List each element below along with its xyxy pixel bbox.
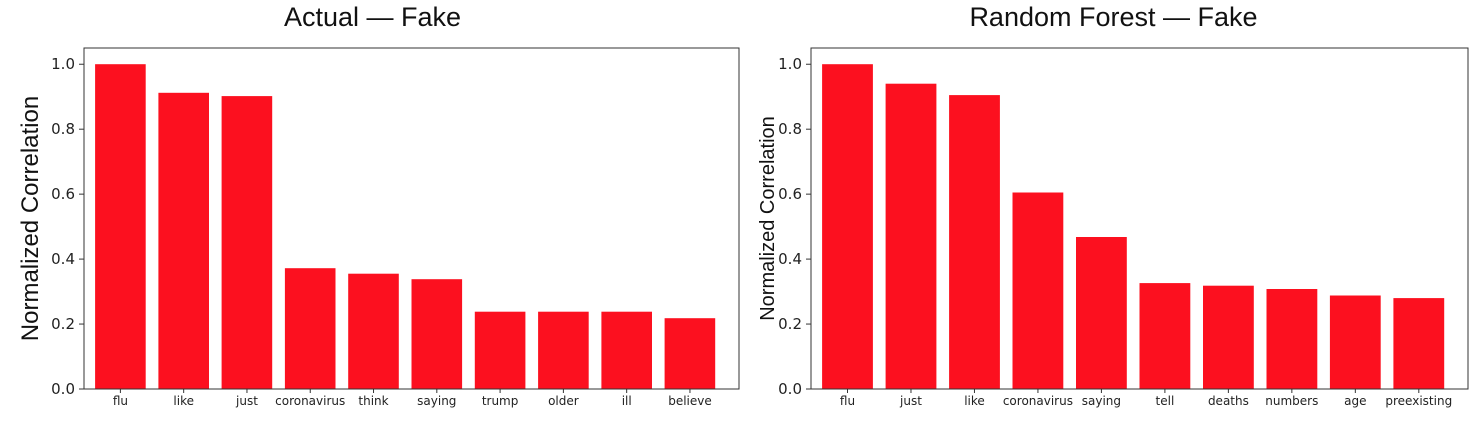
chart-panel-actual: Actual — Fake 0.0 0.2 0.4 0.6 0.8 1.0 flu like j… xyxy=(17,2,740,408)
x-tick-label: tell xyxy=(1156,394,1175,408)
y-tick-label: 1.0 xyxy=(51,55,75,73)
axes-frame xyxy=(83,47,740,390)
bar xyxy=(538,311,589,389)
x-tick-label: older xyxy=(548,394,579,408)
bar xyxy=(348,273,399,389)
x-tick-label: deaths xyxy=(1208,394,1249,408)
bar xyxy=(1012,192,1064,389)
bar xyxy=(822,64,873,389)
bar xyxy=(1203,285,1254,389)
bar xyxy=(158,92,209,390)
bar xyxy=(1266,289,1318,389)
x-tick-label: ill xyxy=(622,394,632,408)
y-axis-label: Normalized Correlation xyxy=(757,116,779,321)
x-tick-label: coronavirus xyxy=(275,394,345,408)
x-tick-label: trump xyxy=(482,394,519,408)
bar xyxy=(284,268,336,389)
x-tick-label: like xyxy=(964,394,985,408)
axes-frame xyxy=(810,47,1469,390)
x-tick-label: like xyxy=(173,394,194,408)
y-tick-label: 0.6 xyxy=(778,185,802,203)
x-tick-label: preexisting xyxy=(1385,394,1452,408)
bar xyxy=(949,95,1000,389)
x-tick-label: saying xyxy=(417,394,456,408)
bar xyxy=(1139,283,1191,389)
y-tick-label: 0.0 xyxy=(51,380,75,398)
chart-panel-random-forest: Random Forest — Fake 0.0 0.2 0.4 0.6 0.8 1.0 f… xyxy=(745,0,1482,426)
chart-title: Actual — Fake xyxy=(283,2,462,32)
y-tick-label: 0.8 xyxy=(51,120,75,138)
bar xyxy=(1393,298,1445,389)
x-tick-label: flu xyxy=(840,394,855,408)
x-tick-label: just xyxy=(899,394,922,408)
bar xyxy=(474,311,526,389)
x-tick-label: just xyxy=(235,394,258,408)
y-tick-label: 0.2 xyxy=(51,315,75,333)
bar-chart: 0.0 0.2 0.4 0.6 0.8 1.0 flu just like coronavirus… xyxy=(757,47,1469,408)
y-tick-label: 1.0 xyxy=(778,55,802,73)
bar xyxy=(221,96,273,389)
y-tick-label: 0.6 xyxy=(51,185,75,203)
x-tick-label: coronavirus xyxy=(1003,394,1073,408)
x-tick-label: numbers xyxy=(1265,394,1318,408)
bar xyxy=(885,83,937,389)
bar xyxy=(1076,237,1127,389)
y-tick-label: 0.4 xyxy=(778,250,802,268)
x-tick-label: think xyxy=(358,394,388,408)
bar xyxy=(95,64,146,389)
y-tick-label: 0.2 xyxy=(778,315,802,333)
y-tick-label: 0.8 xyxy=(778,120,802,138)
y-tick-label: 0.4 xyxy=(51,250,75,268)
x-tick-label: flu xyxy=(113,394,128,408)
bar xyxy=(411,279,463,389)
bar xyxy=(601,311,652,389)
bar-chart: 0.0 0.2 0.4 0.6 0.8 1.0 flu like just coronavirus… xyxy=(17,47,740,408)
x-tick-label: believe xyxy=(668,394,712,408)
bar xyxy=(664,318,716,389)
bar xyxy=(1329,295,1381,389)
x-tick-label: saying xyxy=(1082,394,1121,408)
chart-title: Random Forest — Fake xyxy=(969,2,1258,32)
y-axis-label: Normalized Correlation xyxy=(17,96,44,341)
y-tick-label: 0.0 xyxy=(778,380,802,398)
x-tick-label: age xyxy=(1344,394,1366,408)
